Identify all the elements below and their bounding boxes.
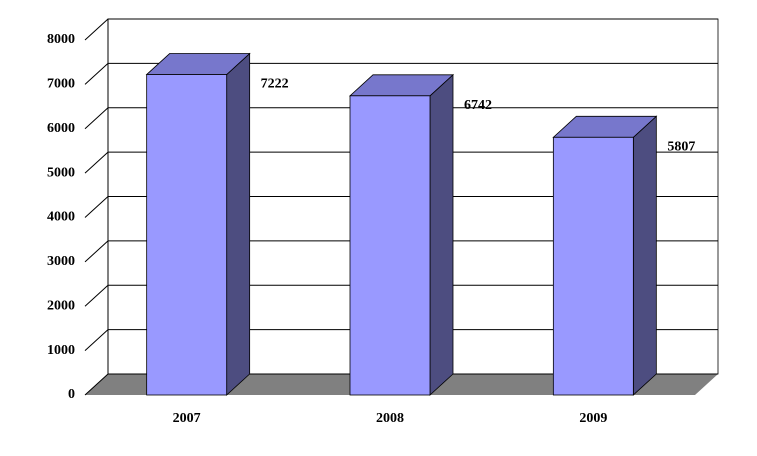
y-tick-label: 8000 [47, 32, 75, 47]
bar-side [429, 73, 454, 396]
bar-side [226, 52, 251, 396]
x-tick-label: 2007 [173, 411, 201, 426]
y-tick-label: 3000 [47, 254, 75, 269]
x-tick-label: 2009 [579, 411, 607, 426]
bar [146, 74, 228, 396]
bar-side [632, 115, 657, 396]
value-label: 5807 [667, 140, 695, 155]
x-tick-label: 2008 [376, 411, 404, 426]
y-tick-label: 0 [68, 387, 75, 402]
value-label: 6742 [464, 98, 492, 113]
y-tick-label: 2000 [47, 298, 75, 313]
value-label: 7222 [261, 77, 289, 92]
y-tick-label: 5000 [47, 165, 75, 180]
y-tick-label: 6000 [47, 121, 75, 136]
y-tick-label: 1000 [47, 343, 75, 358]
bar [552, 136, 634, 396]
y-tick-label: 7000 [47, 77, 75, 92]
bar [349, 95, 431, 396]
y-tick-label: 4000 [47, 210, 75, 225]
